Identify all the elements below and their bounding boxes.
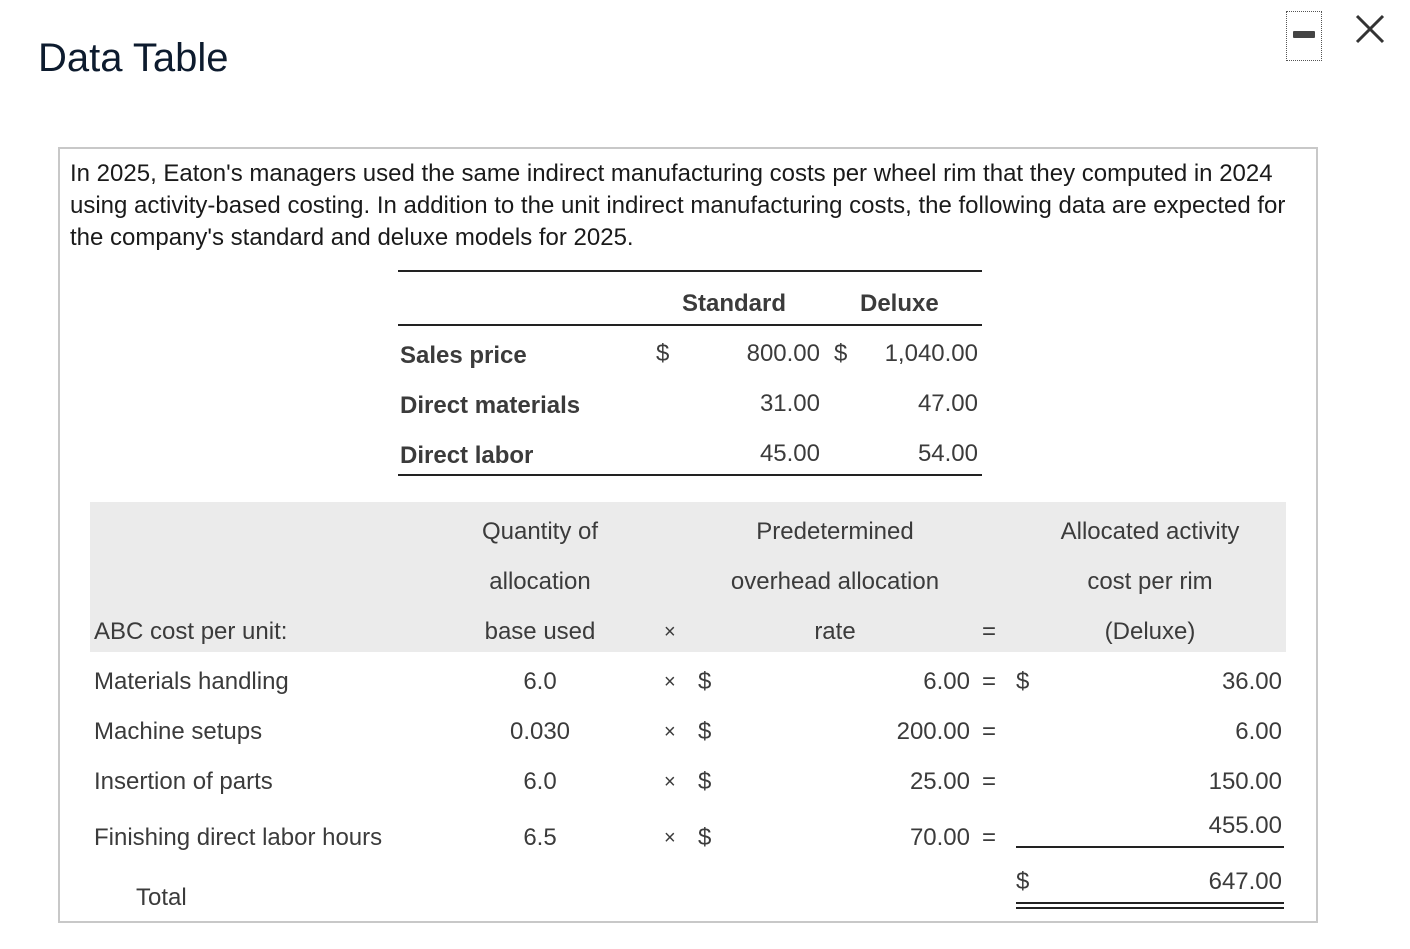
close-button[interactable]: [1352, 11, 1388, 47]
minimize-icon: [1293, 31, 1315, 38]
col-header-rate: rate: [814, 618, 856, 645]
quantity-finishing-direct-labor-hours: 6.5: [523, 824, 557, 851]
currency-symbol: $: [656, 340, 670, 367]
allocated-insertion-of-parts: 150.00: [1208, 768, 1282, 795]
quantity-materials-handling: 6.0: [523, 668, 557, 695]
header-rule: [398, 324, 982, 326]
col-header-allocated: (Deluxe): [1104, 618, 1196, 645]
total-label: Total: [136, 884, 187, 911]
equals-sign: =: [982, 718, 997, 745]
row-label-machine-setups: Machine setups: [94, 718, 263, 745]
col-header-quantity: base used: [484, 618, 596, 645]
currency-symbol: $: [698, 768, 712, 795]
row-label-direct-materials: Direct materials: [400, 392, 581, 419]
quantity-machine-setups: 0.030: [509, 718, 571, 745]
data-table-panel: In 2025, Eaton's managers used the same …: [58, 147, 1318, 923]
direct-materials-standard: 31.00: [759, 390, 820, 417]
equals-sign: =: [982, 824, 997, 851]
currency-symbol: $: [1016, 668, 1030, 695]
allocated-machine-setups: 6.00: [1235, 718, 1282, 745]
allocated-finishing-direct-labor-hours: 455.00: [1208, 812, 1282, 839]
subtotal-rule: [1016, 846, 1284, 848]
currency-symbol: $: [1016, 868, 1030, 895]
currency-symbol: $: [698, 824, 712, 851]
col-header-allocated: cost per rim: [1087, 568, 1213, 595]
currency-symbol: $: [698, 668, 712, 695]
equals-sign: =: [982, 668, 997, 695]
intro-text: In 2025, Eaton's managers used the same …: [70, 160, 1286, 251]
minimize-button[interactable]: [1286, 11, 1322, 61]
col-header-allocated: Allocated activity: [1060, 518, 1240, 545]
col-header-rate: overhead allocation: [730, 568, 940, 595]
allocated-materials-handling: 36.00: [1221, 668, 1282, 695]
col-header-quantity: allocation: [489, 568, 591, 595]
window-title: Data Table: [38, 36, 229, 80]
close-icon: [1355, 14, 1385, 44]
times-sign: ×: [664, 671, 676, 693]
equals-sign: =: [982, 618, 997, 645]
row-label-insertion-of-parts: Insertion of parts: [94, 768, 273, 795]
times-sign: ×: [664, 771, 676, 793]
price-table: Standard Deluxe Sales price $ 800.00 $ 1…: [398, 270, 982, 476]
direct-labor-deluxe: 54.00: [917, 440, 978, 467]
abc-header-band: [90, 502, 1286, 652]
col-header-rate: Predetermined: [756, 518, 914, 545]
sales-price-standard: 800.00: [746, 340, 820, 367]
row-label-sales-price: Sales price: [400, 342, 527, 369]
total-value: 647.00: [1208, 868, 1282, 895]
rate-materials-handling: 6.00: [923, 668, 970, 695]
abc-row-header: ABC cost per unit:: [94, 618, 288, 645]
times-sign: ×: [664, 721, 676, 743]
total-double-rule-bottom: [1016, 907, 1284, 909]
rate-finishing-direct-labor-hours: 70.00: [909, 824, 970, 851]
currency-symbol: $: [698, 718, 712, 745]
direct-materials-deluxe: 47.00: [917, 390, 978, 417]
quantity-insertion-of-parts: 6.0: [523, 768, 557, 795]
row-label-materials-handling: Materials handling: [94, 668, 289, 695]
col-header-standard: Standard: [682, 290, 787, 317]
row-label-finishing-direct-labor-hours: Finishing direct labor hours: [94, 824, 383, 851]
col-header-deluxe: Deluxe: [860, 290, 939, 317]
sales-price-deluxe: 1,040.00: [884, 340, 978, 367]
rate-machine-setups: 200.00: [896, 718, 970, 745]
row-label-direct-labor: Direct labor: [400, 442, 534, 469]
direct-labor-standard: 45.00: [759, 440, 820, 467]
currency-symbol: $: [834, 340, 848, 367]
equals-sign: =: [982, 768, 997, 795]
times-sign: ×: [664, 621, 676, 643]
total-double-rule-top: [1016, 902, 1284, 904]
col-header-quantity: Quantity of: [481, 518, 599, 545]
rate-insertion-of-parts: 25.00: [909, 768, 970, 795]
times-sign: ×: [664, 827, 676, 849]
